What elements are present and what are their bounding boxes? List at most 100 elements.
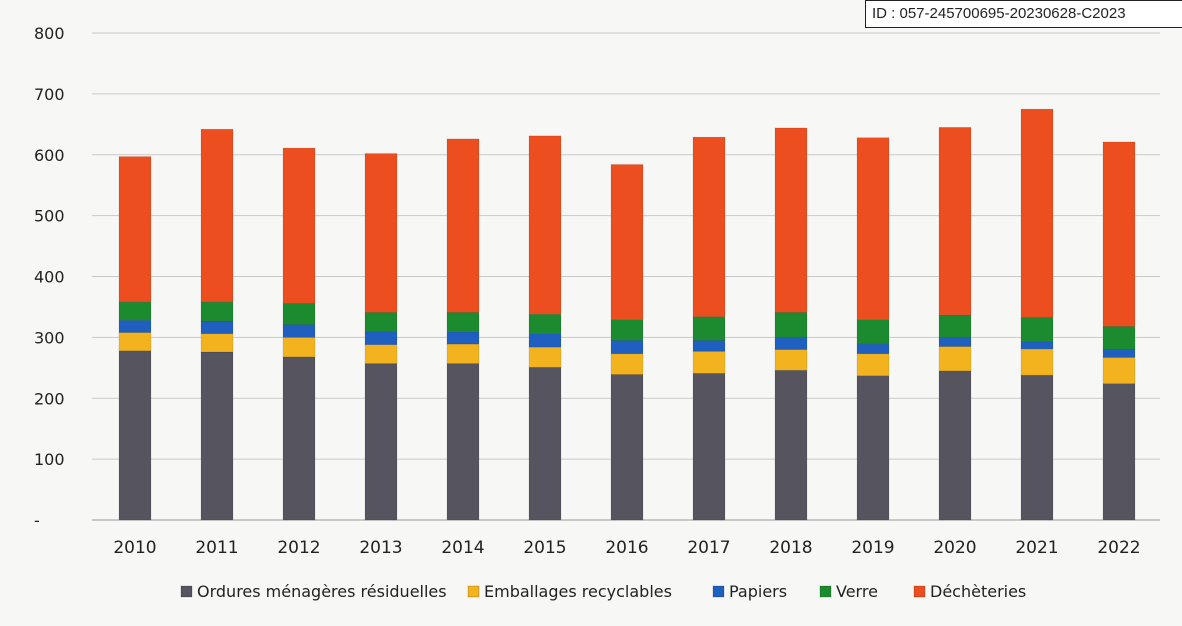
y-tick-label: 600	[34, 146, 65, 165]
bar-segment	[774, 312, 808, 338]
x-tick-label: 2017	[687, 538, 730, 558]
bar-segment	[774, 337, 808, 350]
bar-segment	[528, 346, 562, 368]
bar-segment	[364, 344, 398, 364]
bar-segment	[1102, 141, 1136, 327]
bar-segment	[1102, 357, 1136, 384]
bar-segment	[938, 346, 972, 372]
bar-segment	[118, 350, 152, 521]
bar-segment	[200, 351, 234, 521]
y-tick-label: 700	[34, 85, 65, 104]
bar-segment	[1020, 341, 1054, 350]
bar-segment	[692, 316, 726, 341]
legend-label: Déchèteries	[930, 582, 1026, 601]
y-tick-label: 800	[34, 24, 65, 43]
bar-segment	[364, 312, 398, 332]
bar-segment	[610, 374, 644, 521]
bar-segment	[528, 135, 562, 315]
legend-swatch	[467, 585, 480, 598]
x-tick-label: 2020	[933, 538, 976, 558]
bar-segment	[938, 370, 972, 521]
bar-segment	[774, 369, 808, 521]
y-tick-label: 500	[34, 207, 65, 226]
bar-segment	[446, 343, 480, 364]
bar-segment	[774, 349, 808, 371]
legend-label: Papiers	[729, 582, 787, 601]
bar-segment	[856, 319, 890, 345]
bar-segment	[118, 332, 152, 352]
bar-segment	[118, 320, 152, 333]
legend-swatch	[180, 585, 193, 598]
x-tick-label: 2018	[769, 538, 812, 558]
bar-segment	[446, 331, 480, 345]
bar-segment	[1102, 383, 1136, 521]
bar-segment	[446, 138, 480, 313]
x-tick-label: 2015	[523, 538, 566, 558]
y-tick-label: -	[34, 511, 40, 530]
bar-segment	[364, 363, 398, 521]
bar-segment	[528, 313, 562, 335]
y-tick-label: 100	[34, 450, 65, 469]
bar-segment	[856, 137, 890, 321]
bar-segment	[856, 343, 890, 355]
x-tick-label: 2016	[605, 538, 648, 558]
bar-segment	[1020, 374, 1054, 521]
bar-segment	[692, 136, 726, 317]
bars	[118, 108, 1136, 521]
bar-segment	[282, 147, 316, 304]
bar-segment	[610, 340, 644, 355]
legend-swatch	[913, 585, 926, 598]
bar-segment	[610, 319, 644, 341]
bar-segment	[856, 353, 890, 377]
bar-segment	[1102, 326, 1136, 350]
x-tick-label: 2011	[195, 538, 238, 558]
bar-segment	[1102, 349, 1136, 358]
bar-segment	[528, 333, 562, 348]
bar-segment	[938, 337, 972, 347]
y-tick-label: 200	[34, 389, 65, 408]
bar-segment	[282, 356, 316, 521]
legend-swatch	[712, 585, 725, 598]
bar-segment	[118, 301, 152, 321]
bar-segment	[446, 363, 480, 521]
bar-segment	[856, 375, 890, 521]
bar-segment	[610, 164, 644, 321]
bar-segment	[938, 314, 972, 338]
x-tick-label: 2022	[1097, 538, 1140, 558]
bar-segment	[282, 324, 316, 338]
bar-segment	[528, 366, 562, 521]
bar-segment	[692, 340, 726, 352]
x-tick-label: 2019	[851, 538, 894, 558]
bar-segment	[200, 301, 234, 322]
legend-label: Ordures ménagères résiduelles	[197, 582, 447, 601]
bar-segment	[1020, 348, 1054, 376]
bar-segment	[692, 351, 726, 374]
legend-label: Verre	[836, 582, 878, 601]
bar-segment	[282, 302, 316, 325]
bar-segment	[364, 153, 398, 313]
x-tick-label: 2014	[441, 538, 484, 558]
x-tick-label: 2021	[1015, 538, 1058, 558]
bar-segment	[1020, 316, 1054, 342]
x-tick-label: 2012	[277, 538, 320, 558]
x-tick-label: 2013	[359, 538, 402, 558]
bar-segment	[200, 333, 234, 353]
bar-segment	[282, 337, 316, 358]
x-tick-label: 2010	[113, 538, 156, 558]
bar-segment	[118, 156, 152, 303]
bar-segment	[610, 353, 644, 375]
x-axis-tick-labels: 2010 2011 2012 2013 2014 2015 2016 2017 2018 2019…	[113, 538, 1140, 558]
bar-segment	[200, 320, 234, 335]
bar-segment	[692, 372, 726, 521]
document-id-stamp: ID : 057-245700695-20230628-C2023	[865, 0, 1182, 28]
legend-label: Emballages recyclables	[484, 582, 672, 601]
y-axis-tick-labels: - 100 200 300 400 500 600 700 800	[34, 24, 65, 530]
bar-segment	[938, 127, 972, 316]
bar-segment	[774, 127, 808, 313]
bar-segment	[364, 330, 398, 345]
legend: Ordures ménagères résiduelles Emballages …	[180, 582, 1026, 601]
y-tick-label: 300	[34, 328, 65, 347]
y-tick-label: 400	[34, 268, 65, 287]
